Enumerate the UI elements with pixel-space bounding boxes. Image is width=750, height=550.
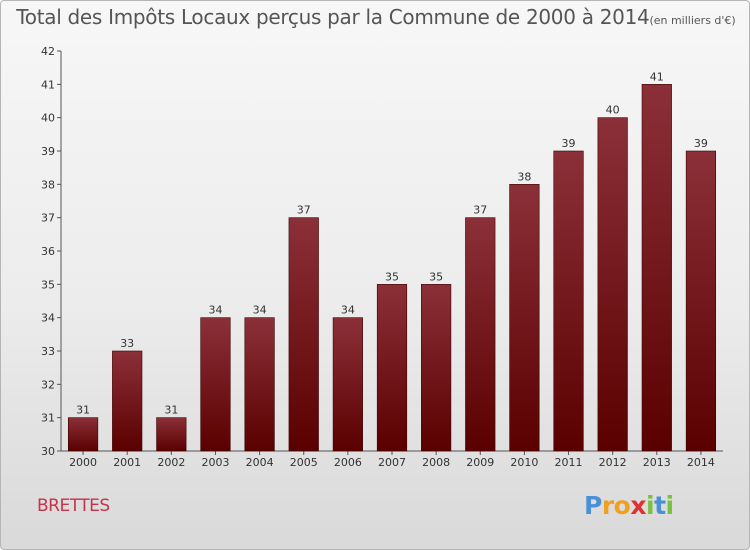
x-tick-label: 2009 [466, 456, 494, 469]
title-unit: (en milliers d'€) [649, 14, 736, 27]
x-tick-label: 2000 [69, 456, 97, 469]
logo-letter: r [601, 491, 614, 520]
logo-letter: t [654, 491, 666, 520]
y-tick-label: 31 [41, 412, 55, 425]
logo-letter: x [630, 491, 646, 520]
logo-letter: i [665, 491, 675, 520]
bar-value-label: 37 [297, 204, 311, 217]
x-tick-label: 2014 [687, 456, 715, 469]
bar [553, 150, 584, 452]
bar-value-label: 31 [164, 404, 178, 417]
x-tick-label: 2013 [643, 456, 671, 469]
bar [641, 84, 672, 452]
logo-letter: o [613, 491, 631, 520]
x-tick-label: 2010 [510, 456, 538, 469]
bar [288, 217, 319, 452]
x-tick-label: 2001 [113, 456, 141, 469]
y-tick-label: 40 [41, 112, 55, 125]
y-tick-label: 38 [41, 178, 55, 191]
y-tick-label: 39 [41, 145, 55, 158]
bar-value-label: 34 [253, 304, 267, 317]
bar [685, 150, 717, 452]
bar-value-label: 35 [385, 270, 399, 283]
chart-title: Total des Impôts Locaux perçus par la Co… [1, 5, 749, 35]
y-tick-label: 32 [41, 378, 55, 391]
x-tick-label: 2006 [334, 456, 362, 469]
value-labels: 31 33 31 34 34 37 34 35 35 37 38 39 40 41 39 [76, 70, 708, 416]
proxiti-logo: Proxiti [584, 491, 674, 520]
logo-letter: i [646, 491, 655, 520]
bar-value-label: 33 [120, 337, 134, 350]
bar [244, 317, 275, 452]
bar-value-label: 34 [341, 304, 355, 317]
bars [67, 84, 717, 452]
logo-letter: P [584, 491, 602, 520]
x-tick-label: 2007 [378, 456, 406, 469]
bar [112, 350, 143, 452]
bar-value-label: 37 [473, 204, 487, 217]
bar [200, 317, 231, 452]
bar [421, 284, 452, 452]
y-tick-label: 30 [41, 445, 55, 458]
bar [67, 417, 99, 452]
y-tick-label: 33 [41, 345, 55, 358]
axes: 30 31 32 33 34 35 36 37 38 39 40 41 42 2000 2001 2002 20… [41, 45, 723, 469]
y-tick-label: 41 [41, 78, 55, 91]
bar-value-label: 39 [562, 137, 576, 150]
x-tick-label: 2005 [290, 456, 318, 469]
bar-value-label: 34 [208, 304, 222, 317]
y-tick-label: 36 [41, 245, 55, 258]
x-tick-label: 2011 [555, 456, 583, 469]
x-tick-label: 2004 [246, 456, 274, 469]
x-tick-label: 2012 [599, 456, 627, 469]
bar [156, 417, 187, 452]
bar-value-label: 40 [606, 104, 620, 117]
y-tick-label: 35 [41, 278, 55, 291]
commune-name: BRETTES [37, 496, 110, 516]
title-text: Total des Impôts Locaux perçus par la Co… [16, 5, 650, 29]
bar [509, 184, 540, 452]
bar-value-label: 35 [429, 270, 443, 283]
y-tick-label: 37 [41, 212, 55, 225]
x-tick-label: 2008 [422, 456, 450, 469]
bar-value-label: 31 [76, 404, 90, 417]
bar [465, 217, 496, 452]
bar [597, 117, 628, 452]
bar [332, 317, 363, 452]
bar-value-label: 39 [694, 137, 708, 150]
bar-value-label: 41 [650, 70, 664, 83]
y-tick-label: 42 [41, 45, 55, 58]
x-tick-label: 2003 [201, 456, 229, 469]
y-tick-label: 34 [41, 312, 55, 325]
x-tick-label: 2002 [157, 456, 185, 469]
bar [376, 284, 408, 452]
bar-value-label: 38 [517, 170, 531, 183]
